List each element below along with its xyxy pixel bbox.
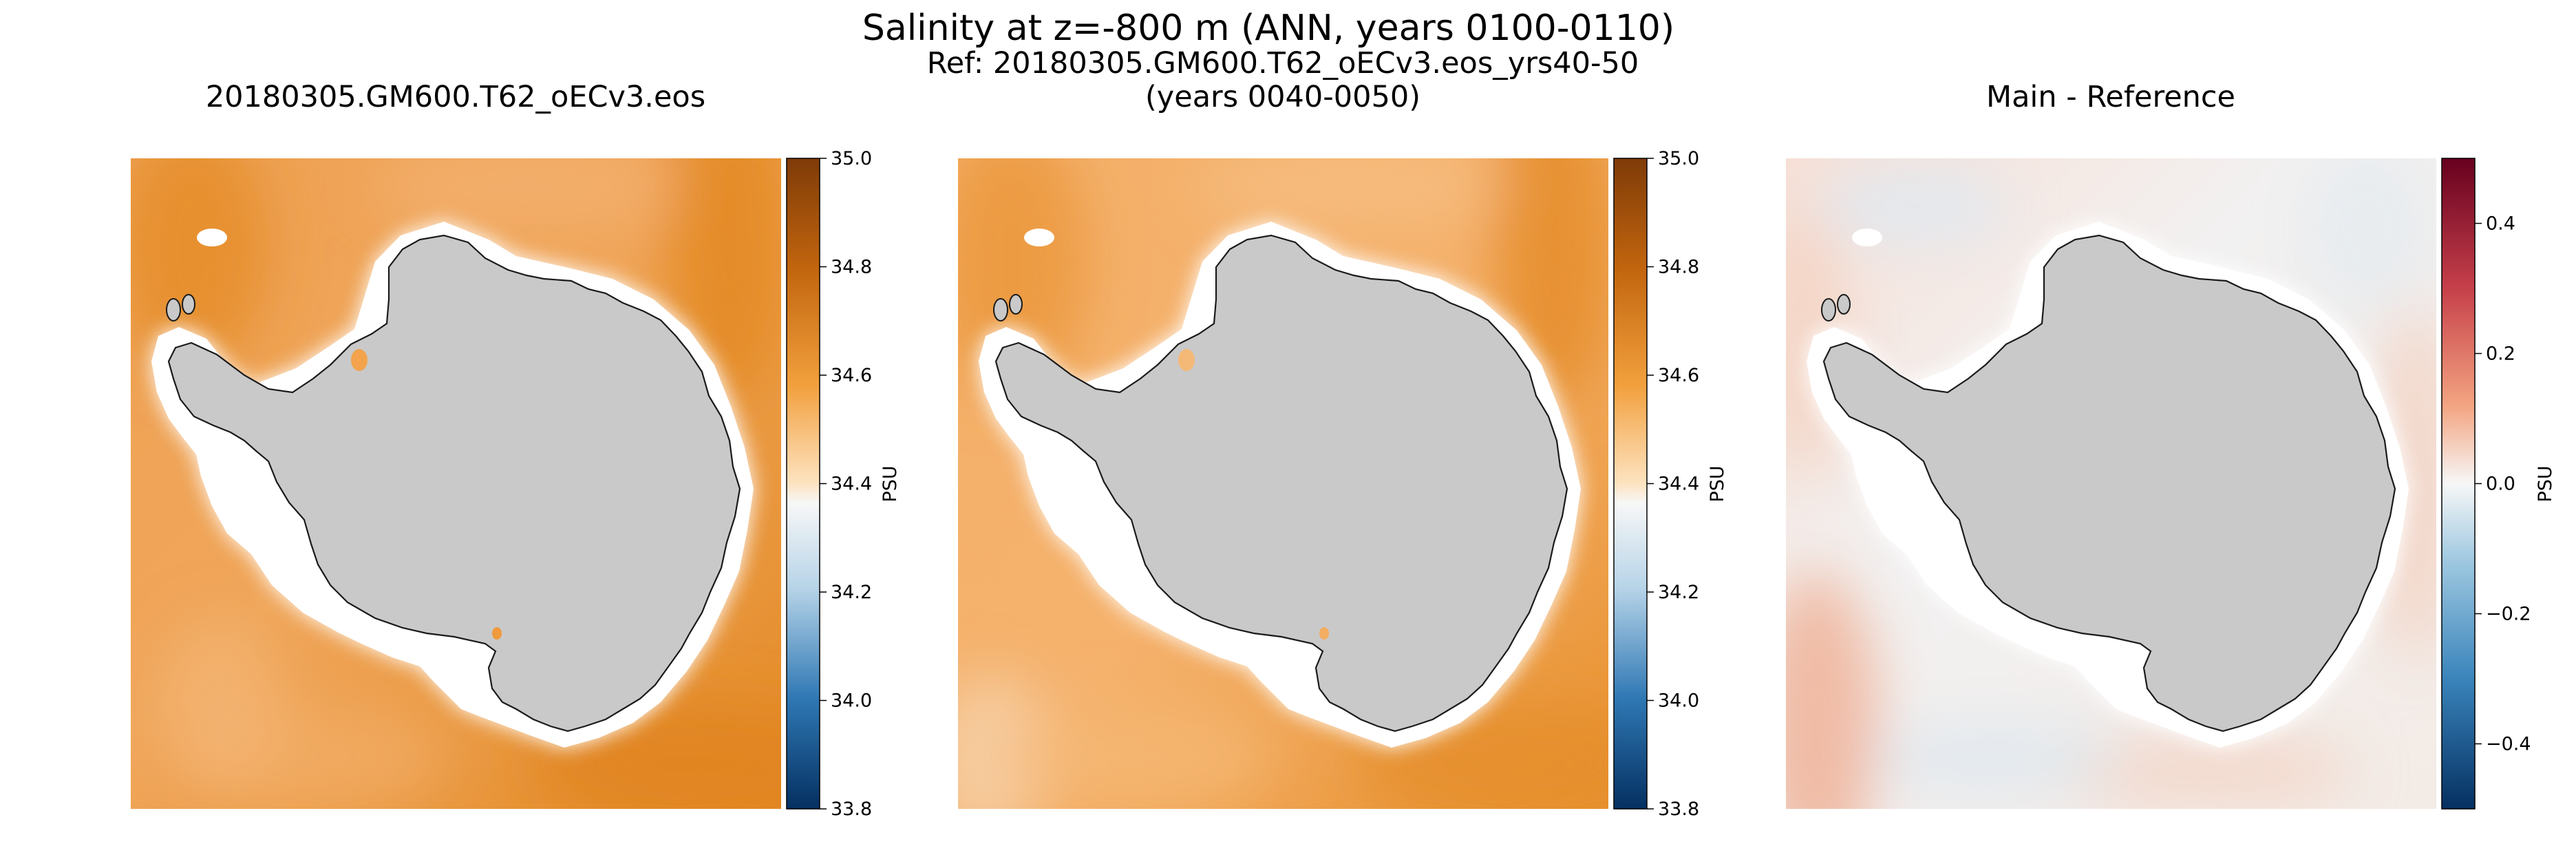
colorbar-difference-gradient (2441, 158, 2476, 810)
colorbar-reference-ticks: 35.0 34.8 34.6 34.4 34.2 34.0 33.8 (1647, 148, 1699, 820)
colorbar-reference-label: PSU (1707, 465, 1728, 502)
colorbar-tick-label: 34.6 (1658, 365, 1699, 386)
colorbar-tick-label: 34.4 (831, 474, 872, 495)
panel-main: 20180305.GM600.T62_oECv3.eos (131, 80, 901, 820)
colorbar-tick-label: 0.0 (2486, 474, 2515, 495)
colorbar-difference: 0.4 0.2 0.0 −0.2 −0.4 PSU (2441, 158, 2556, 810)
colorbar-tick-label: 34.0 (1658, 690, 1699, 712)
colorbar-difference-ticks: 0.4 0.2 0.0 −0.2 −0.4 (2475, 213, 2531, 755)
colorbar-tick-label: 34.4 (1658, 474, 1699, 495)
colorbar-difference-label: PSU (2535, 465, 2556, 502)
colorbar-reference: 35.0 34.8 34.6 34.4 34.2 34.0 33.8 PSU (1613, 148, 1728, 820)
panel-reference: Ref: 20180305.GM600.T62_oECv3.eos_yrs40-… (927, 46, 1728, 820)
panel-reference-title: Ref: 20180305.GM600.T62_oECv3.eos_yrs40-… (927, 46, 1639, 81)
panel-difference-title: Main - Reference (1986, 80, 2235, 114)
panel-main-map (131, 158, 781, 809)
colorbar-tick-label: 34.8 (831, 257, 872, 278)
panel-reference-title-line2: (years 0040-0050) (1145, 80, 1420, 114)
colorbar-tick-label: −0.2 (2486, 604, 2531, 625)
colorbar-tick-label: 34.2 (1658, 582, 1699, 603)
colorbar-tick-label: 0.2 (2486, 344, 2515, 365)
colorbar-tick-label: 34.2 (831, 582, 872, 603)
colorbar-main-ticks: 35.0 34.8 34.6 34.4 34.2 34.0 33.8 (820, 148, 872, 820)
colorbar-reference-gradient (1613, 158, 1648, 810)
colorbar-tick-label: 33.8 (831, 799, 872, 820)
panel-difference: Main - Reference 0.4 (1786, 80, 2556, 810)
figure-suptitle: Salinity at z=-800 m (ANN, years 0100-01… (862, 8, 1674, 49)
colorbar-tick-label: 35.0 (1658, 148, 1699, 169)
colorbar-tick-label: 33.8 (1658, 799, 1699, 820)
colorbar-tick-label: 0.4 (2486, 213, 2515, 235)
salinity-structures (131, 158, 781, 809)
panel-difference-map (1786, 158, 2436, 809)
panel-reference-map (958, 158, 1608, 809)
colorbar-tick-label: 34.6 (831, 365, 872, 386)
colorbar-tick-label: 34.8 (1658, 257, 1699, 278)
colorbar-tick-label: 34.0 (831, 690, 872, 712)
colorbar-tick-label: 35.0 (831, 148, 872, 169)
colorbar-tick-label: −0.4 (2486, 734, 2531, 755)
colorbar-main-gradient (786, 158, 820, 810)
colorbar-main: 35.0 34.8 34.6 34.4 34.2 34.0 33.8 PSU (786, 148, 901, 820)
colorbar-main-label: PSU (880, 465, 901, 502)
panel-main-title: 20180305.GM600.T62_oECv3.eos (206, 80, 705, 114)
